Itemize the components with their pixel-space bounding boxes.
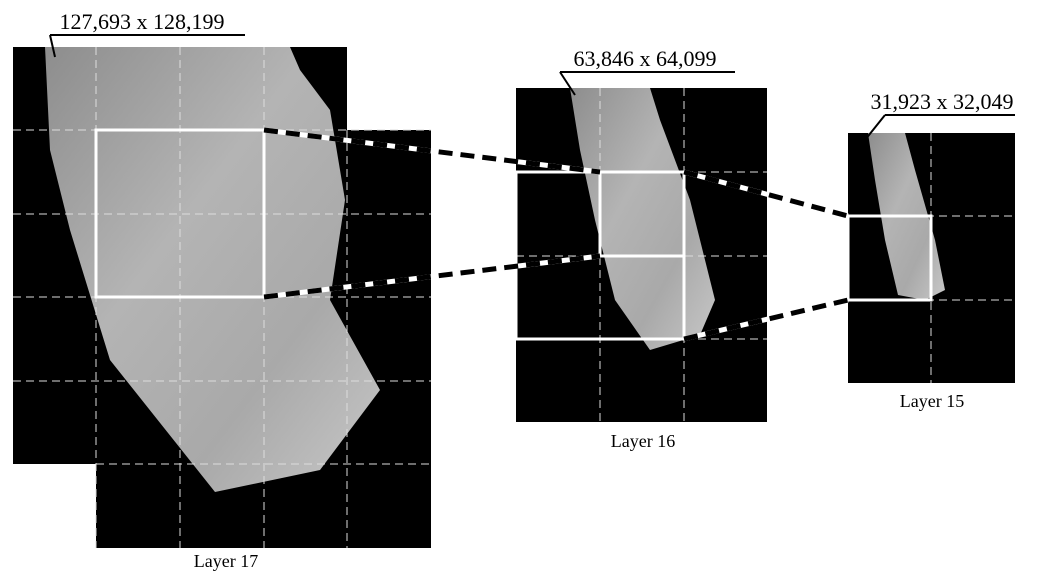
- dimension-label: 63,846 x 64,099: [574, 46, 717, 71]
- layer-17: [13, 47, 431, 548]
- dimension-label: 127,693 x 128,199: [60, 9, 225, 34]
- layer-15: [848, 133, 1015, 383]
- layer-16: [516, 88, 767, 422]
- layer-label: Layer 16: [611, 431, 675, 451]
- diagram: 127,693 x 128,199 63,846 x 64,099 31,923…: [0, 0, 1059, 573]
- layer-label: Layer 17: [194, 551, 258, 571]
- dimension-label: 31,923 x 32,049: [871, 89, 1014, 114]
- layer-label: Layer 15: [900, 391, 964, 411]
